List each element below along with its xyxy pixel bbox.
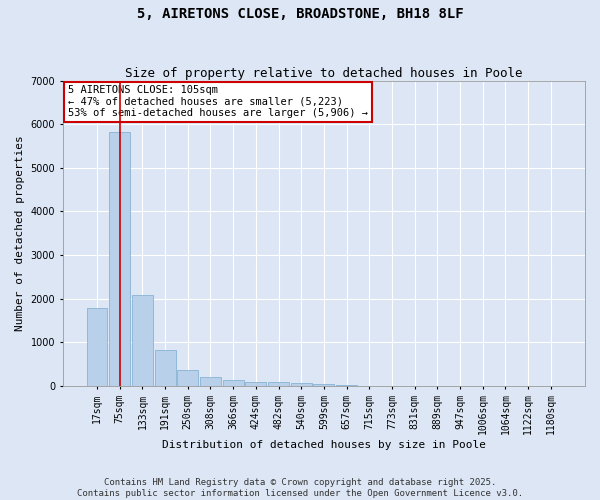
Bar xyxy=(86,308,107,386)
Text: Contains HM Land Registry data © Crown copyright and database right 2025.
Contai: Contains HM Land Registry data © Crown c… xyxy=(77,478,523,498)
Y-axis label: Number of detached properties: Number of detached properties xyxy=(15,136,25,331)
Bar xyxy=(109,132,130,386)
Bar xyxy=(155,350,176,386)
Bar xyxy=(132,295,153,386)
Text: 5 AIRETONS CLOSE: 105sqm
← 47% of detached houses are smaller (5,223)
53% of sem: 5 AIRETONS CLOSE: 105sqm ← 47% of detach… xyxy=(68,85,368,118)
Bar xyxy=(200,376,221,386)
X-axis label: Distribution of detached houses by size in Poole: Distribution of detached houses by size … xyxy=(162,440,486,450)
Bar xyxy=(223,380,244,386)
Bar xyxy=(268,382,289,386)
Title: Size of property relative to detached houses in Poole: Size of property relative to detached ho… xyxy=(125,66,523,80)
Bar xyxy=(178,370,198,386)
Bar xyxy=(245,382,266,386)
Bar xyxy=(313,384,334,386)
Bar xyxy=(291,384,311,386)
Bar xyxy=(336,385,357,386)
Text: 5, AIRETONS CLOSE, BROADSTONE, BH18 8LF: 5, AIRETONS CLOSE, BROADSTONE, BH18 8LF xyxy=(137,8,463,22)
